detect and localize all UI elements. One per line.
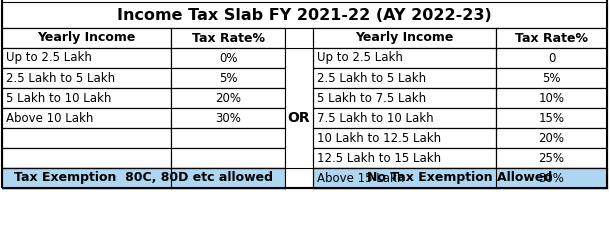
Bar bbox=[496, 48, 607, 68]
Bar bbox=[496, 168, 607, 188]
Bar bbox=[313, 168, 607, 188]
Text: Income Tax Slab FY 2021-22 (AY 2022-23): Income Tax Slab FY 2021-22 (AY 2022-23) bbox=[117, 7, 492, 22]
Bar bbox=[285, 168, 313, 188]
Bar bbox=[2, 88, 171, 108]
Text: Tax Rate%: Tax Rate% bbox=[192, 32, 265, 44]
Bar bbox=[2, 148, 171, 168]
Text: No Tax Exemption Allowed: No Tax Exemption Allowed bbox=[367, 172, 553, 185]
Text: 20%: 20% bbox=[539, 131, 564, 145]
Bar bbox=[2, 2, 607, 28]
Bar bbox=[285, 128, 313, 148]
Bar bbox=[2, 48, 171, 68]
Bar bbox=[171, 28, 285, 48]
Text: Above 15 Lakh: Above 15 Lakh bbox=[317, 172, 404, 185]
Text: 2.5 Lakh to 5 Lakh: 2.5 Lakh to 5 Lakh bbox=[6, 72, 115, 84]
Bar bbox=[496, 28, 607, 48]
Bar bbox=[313, 128, 496, 148]
Bar bbox=[2, 168, 285, 188]
Text: 30%: 30% bbox=[539, 172, 564, 185]
Text: 5%: 5% bbox=[542, 72, 561, 84]
Bar bbox=[2, 168, 171, 188]
Text: OR: OR bbox=[288, 111, 310, 125]
Text: 30%: 30% bbox=[215, 111, 241, 124]
Bar bbox=[496, 68, 607, 88]
Bar bbox=[171, 168, 285, 188]
Bar bbox=[313, 68, 496, 88]
Bar bbox=[2, 128, 171, 148]
Text: 7.5 Lakh to 10 Lakh: 7.5 Lakh to 10 Lakh bbox=[317, 111, 434, 124]
Text: 20%: 20% bbox=[215, 91, 241, 104]
Bar bbox=[2, 28, 171, 48]
Text: Up to 2.5 Lakh: Up to 2.5 Lakh bbox=[317, 52, 403, 64]
Text: 12.5 Lakh to 15 Lakh: 12.5 Lakh to 15 Lakh bbox=[317, 151, 441, 165]
Bar bbox=[285, 88, 313, 108]
Bar bbox=[313, 28, 496, 48]
Bar bbox=[285, 48, 313, 68]
Bar bbox=[171, 68, 285, 88]
Text: 0%: 0% bbox=[219, 52, 237, 64]
Text: Yearly Income: Yearly Income bbox=[355, 32, 454, 44]
Bar bbox=[285, 108, 313, 128]
Text: 5 Lakh to 10 Lakh: 5 Lakh to 10 Lakh bbox=[6, 91, 112, 104]
Bar bbox=[285, 28, 313, 48]
Bar bbox=[496, 148, 607, 168]
Text: Tax Rate%: Tax Rate% bbox=[515, 32, 588, 44]
Bar bbox=[2, 68, 171, 88]
Bar bbox=[313, 108, 496, 128]
Bar bbox=[171, 88, 285, 108]
Bar bbox=[496, 128, 607, 148]
Text: 15%: 15% bbox=[539, 111, 564, 124]
Text: 10%: 10% bbox=[539, 91, 564, 104]
Bar bbox=[285, 68, 313, 88]
Bar bbox=[496, 88, 607, 108]
Text: 10 Lakh to 12.5 Lakh: 10 Lakh to 12.5 Lakh bbox=[317, 131, 441, 145]
Bar bbox=[171, 148, 285, 168]
Text: Yearly Income: Yearly Income bbox=[37, 32, 135, 44]
Bar bbox=[171, 48, 285, 68]
Bar bbox=[285, 148, 313, 168]
Text: 0: 0 bbox=[548, 52, 555, 64]
Bar bbox=[313, 148, 496, 168]
Text: Above 10 Lakh: Above 10 Lakh bbox=[6, 111, 93, 124]
Bar bbox=[171, 108, 285, 128]
Text: 5 Lakh to 7.5 Lakh: 5 Lakh to 7.5 Lakh bbox=[317, 91, 426, 104]
Bar bbox=[2, 108, 171, 128]
Bar bbox=[285, 168, 313, 188]
Text: 2.5 Lakh to 5 Lakh: 2.5 Lakh to 5 Lakh bbox=[317, 72, 426, 84]
Text: Up to 2.5 Lakh: Up to 2.5 Lakh bbox=[6, 52, 92, 64]
Bar bbox=[171, 128, 285, 148]
Text: 5%: 5% bbox=[219, 72, 237, 84]
Text: 25%: 25% bbox=[539, 151, 564, 165]
Bar bbox=[313, 168, 496, 188]
Text: Tax Exemption  80C, 80D etc allowed: Tax Exemption 80C, 80D etc allowed bbox=[14, 172, 273, 185]
Bar bbox=[313, 48, 496, 68]
Bar bbox=[496, 108, 607, 128]
Bar bbox=[313, 88, 496, 108]
